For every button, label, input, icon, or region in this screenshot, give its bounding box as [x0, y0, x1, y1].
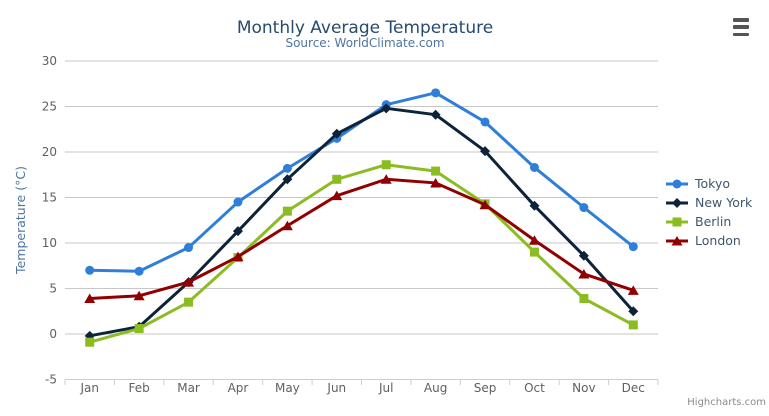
axes [64, 379, 659, 385]
export-menu-button[interactable] [731, 16, 751, 38]
legend-label-london: London [695, 233, 741, 248]
data-point-london-aug[interactable] [430, 177, 442, 188]
hamburger-bar [733, 25, 749, 29]
data-point-new-york-aug[interactable] [430, 109, 441, 120]
data-point-new-york-nov[interactable] [578, 250, 589, 261]
data-point-berlin-oct[interactable] [529, 247, 539, 257]
data-point-new-york-jul[interactable] [381, 103, 392, 114]
data-point-tokyo-feb[interactable] [134, 266, 144, 276]
series-london [84, 174, 639, 304]
data-point-new-york-oct[interactable] [529, 200, 540, 211]
data-point-london-jan[interactable] [84, 293, 96, 304]
data-point-tokyo-oct[interactable] [529, 162, 539, 172]
y-axis-label: 5 [49, 282, 57, 296]
legend-symbol-marker-london [671, 235, 683, 245]
data-point-berlin-mar[interactable] [184, 297, 194, 307]
data-point-new-york-may[interactable] [282, 174, 293, 185]
legend-item-london[interactable]: London [666, 231, 752, 250]
legend: Tokyo New York Berlin London [666, 174, 752, 250]
chart-subtitle: Source: WorldClimate.com [285, 36, 444, 50]
data-point-tokyo-apr[interactable] [233, 197, 243, 207]
data-point-london-feb[interactable] [133, 290, 145, 301]
y-axis-label: 20 [42, 145, 57, 159]
y-axis-label: 0 [49, 327, 57, 341]
data-point-tokyo-dec[interactable] [628, 242, 638, 252]
data-point-tokyo-may[interactable] [282, 163, 292, 173]
x-axis-label-mar: Mar [177, 381, 200, 395]
data-point-tokyo-mar[interactable] [184, 243, 194, 253]
data-point-london-oct[interactable] [528, 235, 540, 245]
x-axis-label-dec: Dec [622, 381, 645, 395]
data-point-tokyo-nov[interactable] [579, 203, 589, 213]
legend-symbol-marker-tokyo [672, 179, 682, 188]
square-legend-icon [666, 217, 688, 226]
y-axis-label: 30 [42, 54, 57, 68]
legend-label-tokyo: Tokyo [695, 176, 730, 191]
data-point-london-dec[interactable] [627, 285, 639, 295]
data-point-london-jun[interactable] [331, 190, 343, 201]
y-axis-label: -5 [45, 373, 57, 387]
x-axis-label-sep: Sep [474, 381, 497, 395]
circle-legend-icon [666, 179, 688, 188]
data-point-berlin-jan[interactable] [85, 337, 95, 347]
chart-title: Monthly Average Temperature [237, 18, 493, 38]
hamburger-bar [733, 18, 749, 22]
data-point-new-york-sep[interactable] [480, 146, 491, 157]
x-axis-label-jun: Jun [326, 381, 346, 395]
data-point-berlin-aug[interactable] [431, 166, 441, 176]
data-point-london-may[interactable] [281, 220, 293, 231]
x-axis-label-may: May [275, 381, 300, 395]
data-point-london-mar[interactable] [183, 277, 195, 287]
series-line-berlin[interactable] [88, 163, 635, 344]
data-point-london-sep[interactable] [479, 199, 491, 210]
data-point-berlin-feb[interactable] [134, 324, 144, 334]
data-point-berlin-dec[interactable] [628, 320, 638, 330]
x-axis-label-jan: Jan [79, 381, 99, 395]
data-point-new-york-dec[interactable] [628, 306, 639, 317]
y-axis-label: 10 [42, 236, 57, 250]
data-point-berlin-jun[interactable] [332, 174, 342, 184]
x-axis-label-oct: Oct [524, 381, 545, 395]
y-axis-label: 25 [42, 100, 57, 114]
legend-item-new-york[interactable]: New York [666, 193, 752, 212]
x-axis-label-feb: Feb [129, 381, 150, 395]
highcharts-credit-link[interactable]: Highcharts.com [687, 397, 766, 408]
legend-item-tokyo[interactable]: Tokyo [666, 174, 752, 193]
legend-symbol-marker-berlin [672, 217, 682, 226]
data-point-london-nov[interactable] [578, 268, 590, 279]
y-axis-title: Temperature (°C) [13, 166, 28, 275]
series-line-new-york[interactable] [88, 106, 635, 338]
data-point-new-york-apr[interactable] [232, 226, 243, 237]
data-point-london-jul[interactable] [380, 174, 392, 184]
y-axis-label: 15 [42, 191, 57, 205]
legend-label-berlin: Berlin [695, 214, 732, 229]
series-group [84, 88, 639, 347]
data-point-berlin-jul[interactable] [381, 160, 391, 170]
x-axis-label-jul: Jul [378, 381, 393, 395]
x-axis-label-nov: Nov [572, 381, 595, 395]
legend-label-new-york: New York [695, 195, 753, 210]
data-point-tokyo-aug[interactable] [431, 88, 441, 98]
axis-labels: -5 0 5 10 15 20 25 30 Jan Feb Mar Apr May Jun Jul Aug Se… [42, 54, 645, 395]
data-point-tokyo-sep[interactable] [480, 117, 490, 127]
data-point-london-apr[interactable] [232, 251, 244, 262]
data-point-berlin-nov[interactable] [579, 294, 589, 304]
diamond-legend-icon [666, 197, 688, 208]
legend-symbol-marker-new-york [672, 197, 682, 208]
legend-item-berlin[interactable]: Berlin [666, 212, 752, 231]
triangle-legend-icon [666, 235, 688, 245]
x-axis-label-aug: Aug [424, 381, 447, 395]
hamburger-bar [733, 32, 749, 36]
data-point-new-york-jun[interactable] [331, 128, 342, 139]
data-point-berlin-may[interactable] [282, 206, 292, 216]
series-new-york [84, 103, 639, 341]
series-tokyo [85, 88, 638, 276]
data-point-tokyo-jan[interactable] [85, 265, 95, 275]
series-line-london[interactable] [88, 177, 635, 301]
x-axis-label-apr: Apr [228, 381, 249, 395]
